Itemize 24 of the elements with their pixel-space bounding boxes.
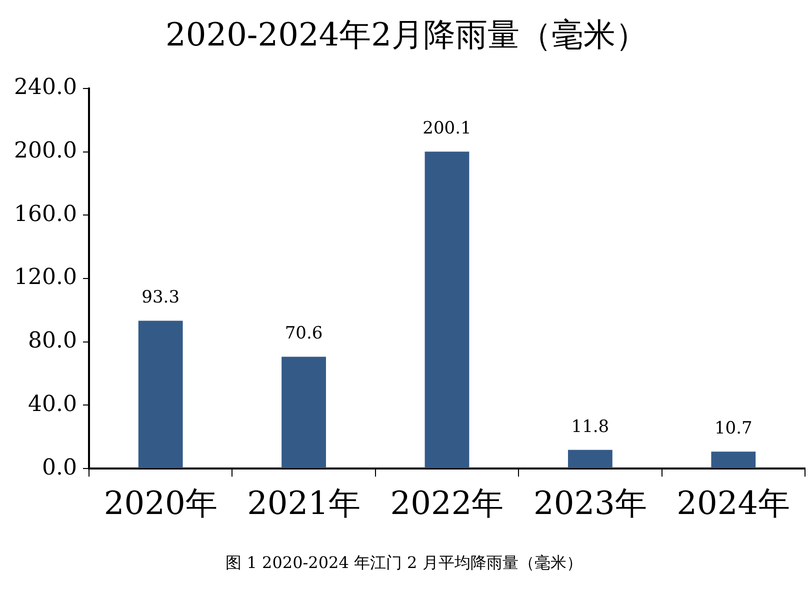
x-tick-label: 2020年 bbox=[104, 484, 218, 522]
data-label: 93.3 bbox=[142, 288, 180, 308]
bar bbox=[138, 320, 183, 468]
data-label: 200.1 bbox=[422, 118, 472, 139]
bar bbox=[424, 152, 470, 468]
y-tick-label: 0.0 bbox=[42, 455, 77, 480]
y-tick-label: 40.0 bbox=[28, 392, 77, 417]
caption: 图 1 2020-2024 年江门 2 月平均降雨量（毫米） bbox=[224, 553, 584, 574]
data-label: 10.7 bbox=[714, 418, 752, 439]
y-tick-label: 200.0 bbox=[14, 138, 77, 164]
chart-title: 2020-2024年2月降雨量（毫米） bbox=[165, 16, 648, 54]
x-tick-label: 2021年 bbox=[247, 484, 361, 522]
data-label: 11.8 bbox=[571, 416, 610, 437]
bar bbox=[568, 450, 612, 468]
y-tick-label: 240.0 bbox=[14, 75, 77, 100]
x-tick-label: 2024年 bbox=[676, 484, 790, 522]
bar bbox=[711, 452, 756, 468]
x-tick-label: 2022年 bbox=[390, 484, 504, 522]
y-tick-label: 80.0 bbox=[28, 328, 77, 354]
x-tick-label: 2023年 bbox=[533, 484, 647, 522]
y-tick-label: 160.0 bbox=[14, 202, 77, 227]
data-label: 70.6 bbox=[284, 324, 323, 344]
bar bbox=[282, 356, 326, 468]
y-tick-label: 120.0 bbox=[14, 265, 77, 290]
